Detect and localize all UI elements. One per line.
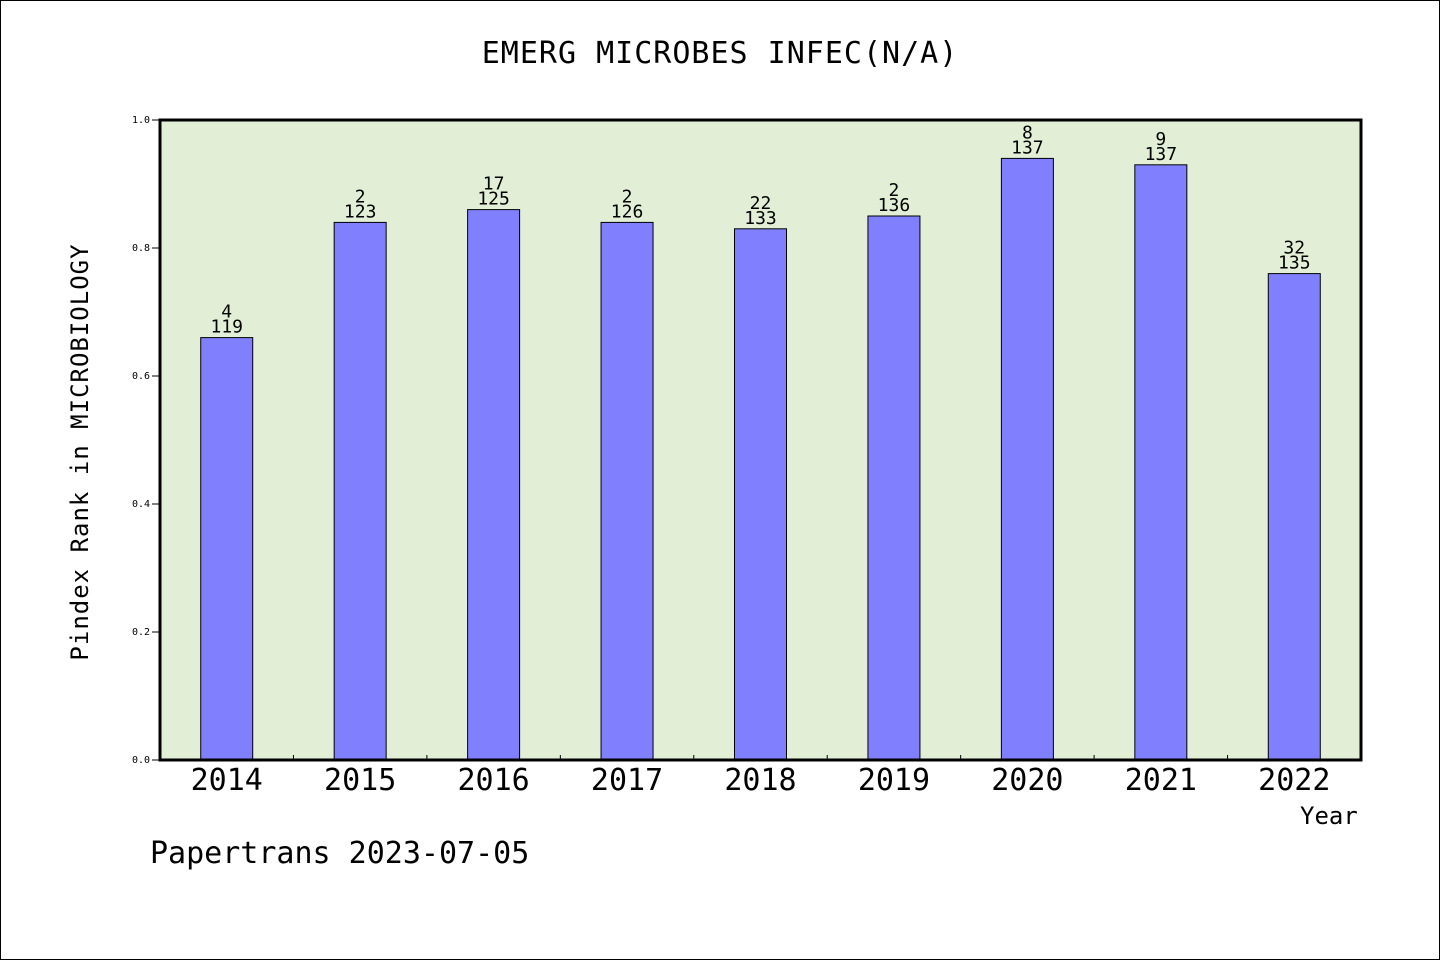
bar-2015: [333, 221, 387, 761]
bar-rank-label-2015: 2: [355, 186, 366, 207]
x-tick-label-2017: 2017: [591, 763, 663, 798]
bar-2021: [1134, 164, 1188, 761]
x-tick-label-2014: 2014: [191, 763, 263, 798]
bar-rank-label-2017: 2: [622, 186, 633, 207]
y-tick-label: 1.0: [132, 115, 150, 126]
y-tick-label: 0.8: [132, 243, 150, 254]
bar-rank-label-2014: 4: [221, 302, 232, 323]
bar-total-label-2015: 123: [344, 201, 377, 222]
footer-text: Papertrans 2023-07-05: [150, 836, 530, 871]
bar-2020: [1000, 157, 1054, 761]
bar-rank-label-2022: 32: [1283, 238, 1305, 259]
y-tick-label: 0.0: [132, 755, 150, 766]
x-tick-label-2020: 2020: [991, 763, 1063, 798]
x-tick-label-2019: 2019: [858, 763, 930, 798]
bar-total-label-2014: 119: [210, 317, 243, 338]
bar-total-label-2022: 135: [1278, 253, 1311, 274]
x-tick-label-2022: 2022: [1258, 763, 1330, 798]
bar-rank-label-2021: 9: [1155, 129, 1166, 150]
plot-border: [158, 118, 1363, 762]
bar-rank-label-2016: 17: [483, 174, 505, 195]
chart-title: EMERG MICROBES INFEC(N/A): [481, 36, 959, 71]
bar-total-label-2019: 136: [878, 195, 911, 216]
x-tick-label-2016: 2016: [457, 763, 529, 798]
x-tick-label-2021: 2021: [1125, 763, 1197, 798]
x-tick-label-2015: 2015: [324, 763, 396, 798]
x-axis-label: Year: [1300, 802, 1358, 830]
y-tick-label: 0.6: [132, 371, 150, 382]
bar-2019: [867, 215, 921, 761]
bar-rank-label-2020: 8: [1022, 122, 1033, 143]
bar-total-label-2021: 137: [1145, 144, 1178, 165]
y-tick-label: 0.2: [132, 627, 150, 638]
bar-2018: [734, 228, 787, 761]
bar-total-label-2016: 125: [477, 189, 510, 210]
bar-total-label-2020: 137: [1011, 137, 1044, 158]
bar-2016: [467, 209, 521, 761]
y-axis-label: Pindex Rank in MICROBIOLOGY: [66, 243, 94, 661]
bar-total-label-2017: 126: [611, 201, 644, 222]
y-tick-label: 0.4: [132, 499, 150, 510]
bar-2017: [600, 221, 654, 761]
bar-rank-label-2018: 22: [750, 193, 772, 214]
bar-2014: [200, 337, 254, 761]
bar-rank-label-2019: 2: [889, 180, 900, 201]
bar-total-label-2018: 133: [744, 208, 777, 229]
bar-2022: [1267, 273, 1321, 761]
x-tick-label-2018: 2018: [724, 763, 796, 798]
